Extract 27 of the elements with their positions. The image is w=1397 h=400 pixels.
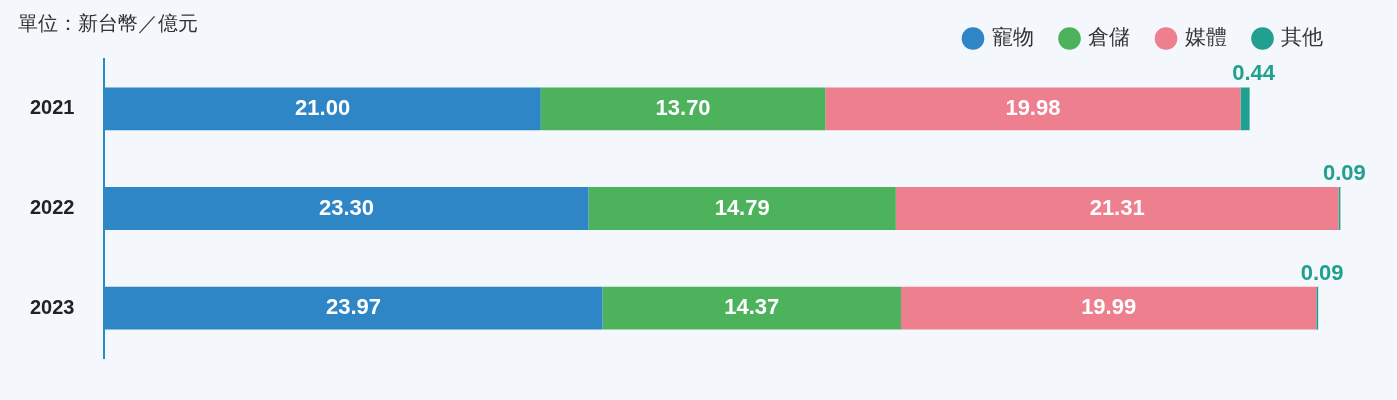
data-label: 0.09 (1322, 160, 1366, 186)
data-label: 0.44 (1232, 60, 1276, 86)
y-tick-label: 2021 (29, 96, 75, 119)
bar (588, 187, 896, 230)
bar (825, 87, 1241, 131)
data-label: 21.31 (1089, 194, 1145, 220)
data-label: 21.00 (295, 94, 351, 120)
legend-label: 倉儲 (1088, 24, 1130, 49)
data-label: 14.37 (724, 294, 780, 320)
data-label: 23.97 (325, 294, 382, 320)
data-label: 19.99 (1081, 294, 1137, 320)
legend-label: 寵物 (991, 24, 1034, 49)
chart-title: 單位：新台幣／億元 (18, 10, 198, 37)
data-label: 23.30 (318, 194, 375, 220)
bar (1240, 87, 1250, 131)
bar (895, 187, 1339, 230)
bar (540, 87, 826, 131)
data-label: 14.79 (714, 194, 770, 220)
bar (901, 286, 1317, 330)
bar (602, 286, 902, 330)
y-tick-label: 2022 (29, 196, 75, 219)
legend-label: 其他 (1281, 24, 1323, 49)
data-label: 19.98 (1005, 94, 1061, 120)
legend-label: 媒體 (1184, 24, 1227, 49)
data-label: 13.70 (655, 94, 711, 120)
y-tick-label: 2023 (29, 295, 75, 318)
data-label: 0.09 (1300, 259, 1344, 285)
